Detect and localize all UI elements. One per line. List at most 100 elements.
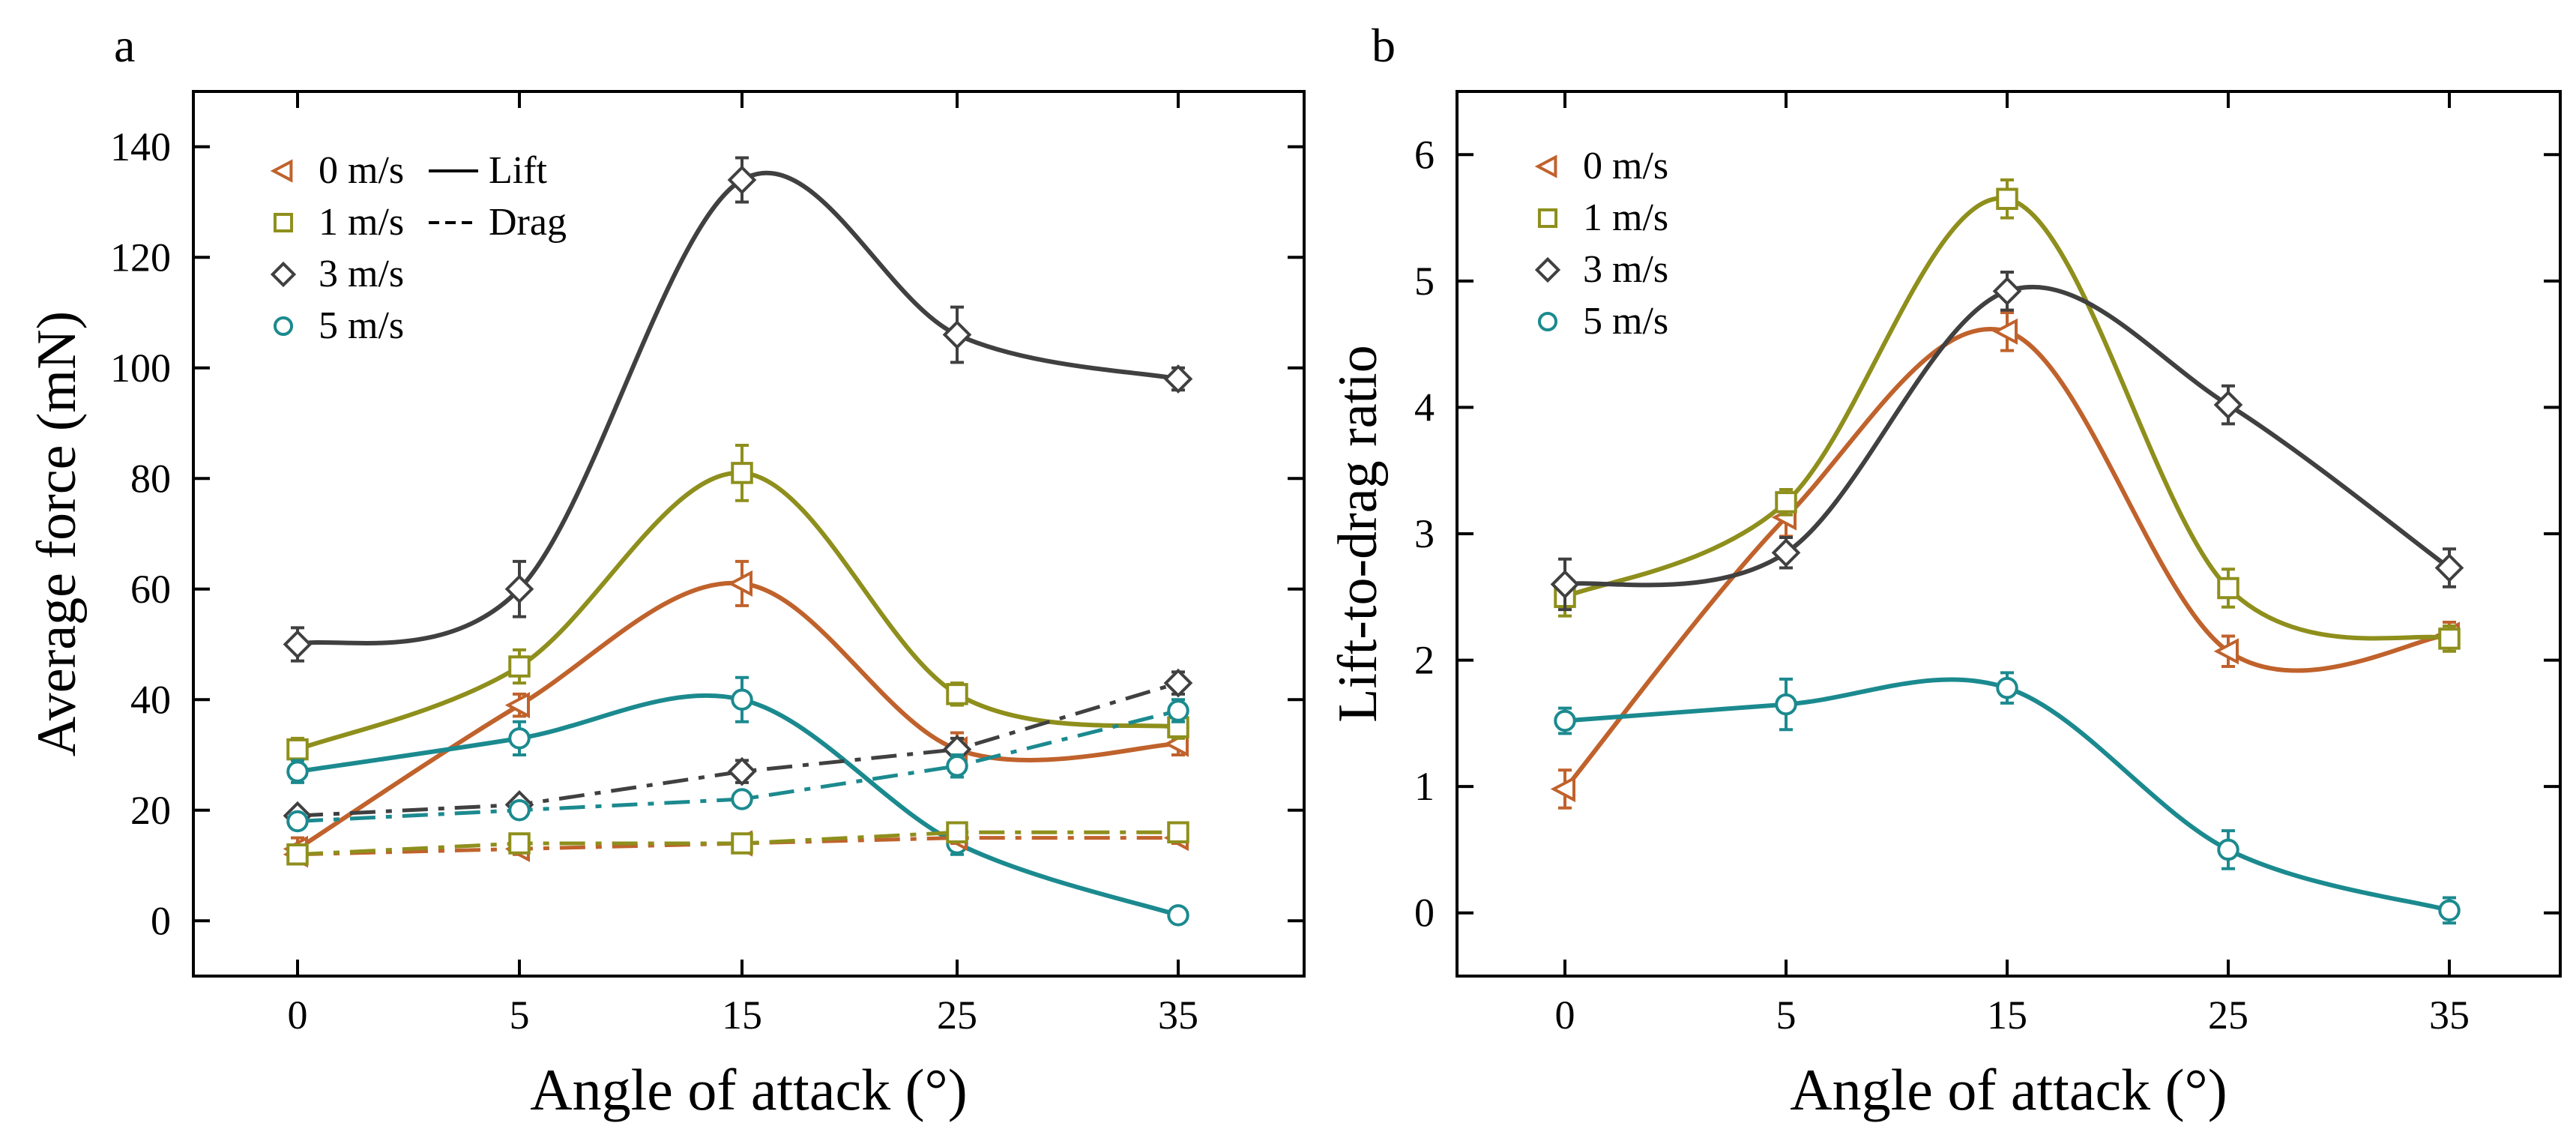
panel-b: b 0 1 2 3 4 5 6 0 5 15 25 35 Angle of attack (°) L…: [1327, 19, 2562, 1122]
y-tick-label: 0: [151, 898, 171, 943]
y-tick-label: 5: [1414, 259, 1435, 304]
data-point: [2434, 553, 2464, 582]
data-point: [1775, 693, 1797, 716]
series-1-ms: [1554, 178, 2461, 653]
data-point: [1167, 699, 1189, 722]
data-point: [286, 738, 309, 761]
data-point: [946, 683, 968, 705]
data-point: [1992, 318, 2018, 345]
legend-style-label: Drag: [489, 201, 567, 244]
y-tick-label: 1: [1414, 764, 1435, 809]
x-tick-label: 25: [937, 993, 977, 1038]
data-point: [946, 821, 968, 843]
y-tick-label: 2: [1414, 638, 1435, 683]
data-point: [504, 692, 530, 719]
x-tick-label: 5: [1776, 993, 1797, 1038]
panel-b-y-axis-title: Lift-to-drag ratio: [1327, 345, 1389, 722]
data-point: [731, 688, 753, 711]
data-point: [1550, 775, 1575, 803]
series-5-ms-drag: [286, 698, 1189, 833]
panel-a-plot-frame: [192, 90, 1306, 978]
data-point: [2213, 390, 2243, 420]
data-point: [286, 843, 309, 866]
y-tick-label: 60: [130, 567, 171, 612]
legend-marker: [1537, 208, 1558, 229]
data-point: [508, 655, 531, 678]
data-point: [1996, 187, 2018, 211]
data-point: [727, 165, 757, 195]
data-point: [508, 799, 531, 822]
x-tick-label: 0: [1555, 993, 1575, 1038]
series-3-ms-lift: [283, 156, 1193, 663]
data-point: [1167, 904, 1189, 927]
series-1-ms-drag: [286, 821, 1189, 866]
y-tick-label: 40: [130, 677, 171, 722]
data-point: [731, 832, 753, 855]
x-tick-label: 35: [1158, 993, 1198, 1038]
y-tick-label: 140: [110, 124, 171, 169]
data-point: [731, 788, 753, 810]
data-point: [1996, 676, 2018, 699]
data-point: [727, 570, 752, 597]
panel-a-label: a: [114, 19, 135, 72]
y-tick-label: 6: [1414, 132, 1435, 177]
x-tick-label: 15: [722, 993, 762, 1038]
x-tick-label: 25: [2208, 993, 2248, 1038]
series-5-ms: [1554, 671, 2461, 925]
legend-style-label: Lift: [489, 149, 548, 192]
y-tick-label: 0: [1414, 891, 1435, 936]
data-point: [508, 832, 531, 855]
data-point: [1992, 277, 2022, 306]
data-point: [727, 756, 757, 786]
data-point: [1771, 538, 1801, 567]
legend-marker: [273, 212, 294, 233]
x-tick-label: 35: [2429, 993, 2470, 1038]
legend-marker: [270, 159, 293, 183]
data-point: [2438, 627, 2461, 650]
data-point: [2213, 638, 2239, 665]
series-line: [1563, 327, 2450, 791]
legend-label: 0 m/s: [319, 149, 404, 192]
panel-a-x-axis: 0 5 15 25 35: [288, 91, 1198, 1038]
legend-marker: [270, 261, 297, 288]
panel-b-series: [1550, 178, 2464, 925]
panel-b-x-axis: 0 5 15 25 35: [1555, 91, 2470, 1038]
panel-b-y-axis: 0 1 2 3 4 5 6: [1414, 132, 2560, 936]
panel-a-y-axis-title: Average force (mN): [26, 311, 88, 756]
panel-a-y-axis: 0 20 40 60 80 100 120 140: [110, 124, 1304, 943]
legend-label: 1 m/s: [319, 201, 404, 244]
data-point: [283, 630, 313, 659]
panel-a-legend: 0 m/s 1 m/s 3 m/s 5 m/s Lift Drag: [270, 149, 567, 347]
data-point: [731, 462, 753, 484]
y-tick-label: 80: [130, 456, 171, 501]
y-tick-label: 20: [130, 788, 171, 833]
data-point: [2217, 838, 2239, 861]
series-line: [297, 681, 1179, 818]
y-tick-label: 100: [110, 346, 171, 391]
series-line: [1563, 196, 2450, 641]
data-point: [1163, 364, 1193, 394]
x-tick-label: 0: [288, 993, 308, 1038]
series-line: [297, 171, 1179, 647]
data-point: [1550, 570, 1580, 599]
x-tick-label: 15: [1987, 993, 2027, 1038]
data-point: [508, 727, 531, 750]
data-point: [946, 755, 968, 777]
panel-b-label: b: [1372, 19, 1396, 72]
data-point: [286, 810, 309, 833]
series-1-ms-lift: [286, 444, 1189, 762]
legend-label: 3 m/s: [1583, 248, 1668, 291]
y-tick-label: 3: [1414, 511, 1435, 556]
data-point: [1167, 821, 1189, 843]
legend-label: 0 m/s: [1583, 145, 1668, 187]
series-line: [1564, 677, 2450, 913]
y-tick-label: 120: [110, 235, 171, 280]
data-point: [942, 320, 972, 349]
legend-label: 5 m/s: [1583, 300, 1668, 343]
panel-b-legend: 0 m/s 1 m/s 3 m/s 5 m/s: [1534, 145, 1668, 343]
data-point: [1163, 668, 1193, 698]
panel-a: a 0 20 40 60 80 100 120 140 0 5 15 25 35 Angle of a…: [26, 19, 1306, 1122]
legend-marker: [1534, 256, 1561, 283]
legend-label: 3 m/s: [319, 253, 404, 295]
